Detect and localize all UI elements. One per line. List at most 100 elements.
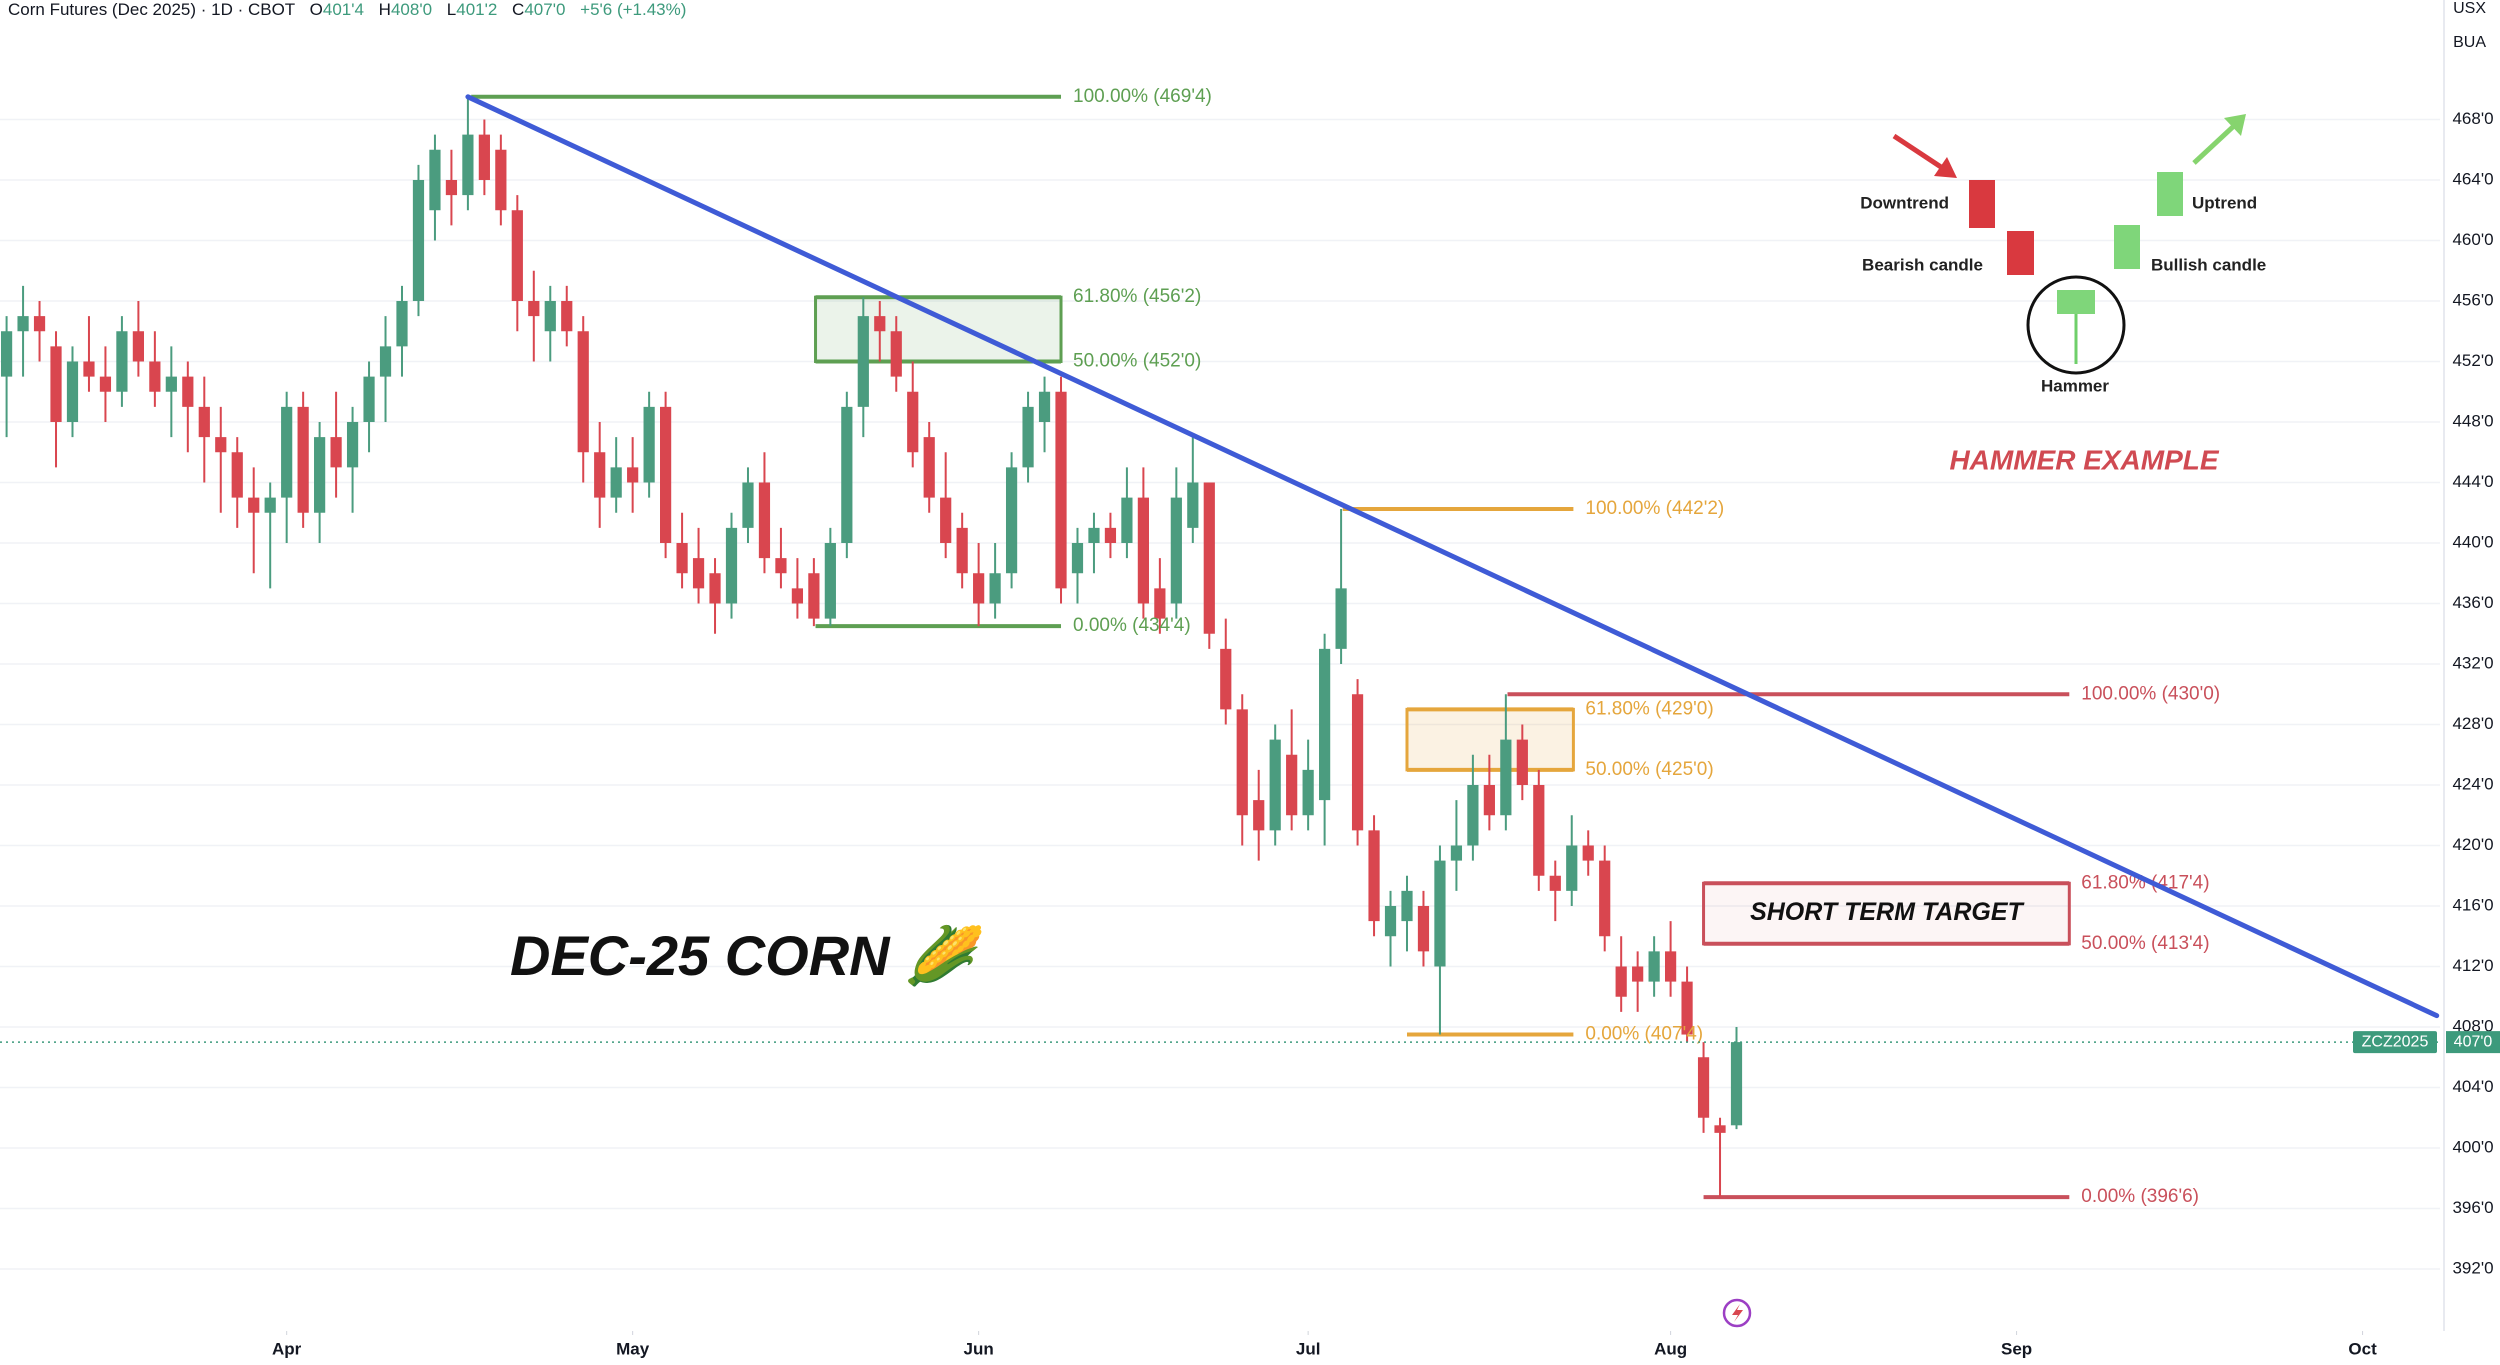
candle-body <box>330 437 342 468</box>
candle-body <box>1450 845 1463 861</box>
candle-body <box>725 527 738 604</box>
fib-label: 0.00% (434'4) <box>1073 615 1191 636</box>
candle-body <box>1137 497 1149 604</box>
y-tick-label: 432'0 <box>2452 653 2493 672</box>
candle-body <box>50 346 62 422</box>
y-tick-label: 448'0 <box>2452 411 2493 430</box>
ohlc-key: L <box>446 0 457 19</box>
hammer-circle <box>2026 275 2126 375</box>
alert-icon <box>1722 1298 1752 1328</box>
candle-body <box>1038 391 1051 422</box>
candle-body <box>973 573 985 604</box>
candle-body <box>66 361 79 422</box>
x-tick-label: Sep <box>2001 1339 2032 1358</box>
candle-body <box>1384 905 1397 937</box>
candle-body <box>544 300 556 332</box>
diagram-label: Uptrend <box>2192 193 2257 212</box>
candle-body <box>1516 739 1528 785</box>
candle-body <box>1417 905 1430 952</box>
candle-body <box>83 361 95 377</box>
candle-body <box>841 406 853 543</box>
candle-body <box>314 437 326 513</box>
y-tick-label: 428'0 <box>2452 714 2493 733</box>
arrow <box>1892 133 1946 172</box>
candle-body <box>0 331 13 377</box>
ohlc-key: O <box>309 0 323 19</box>
candle-body <box>643 406 655 483</box>
candle-body <box>182 376 194 407</box>
y-tick-label: 468'0 <box>2452 109 2493 128</box>
candle-body <box>1351 694 1364 831</box>
candle-body <box>132 331 144 362</box>
candle-body <box>231 452 243 498</box>
candle-body <box>1730 1042 1743 1126</box>
candle-body <box>1121 497 1133 543</box>
candle-body <box>1697 1057 1710 1118</box>
y-tick-label: 444'0 <box>2452 472 2493 491</box>
diagram-label: Bullish candle <box>2151 255 2266 274</box>
candle-body <box>1483 784 1495 816</box>
candle-body <box>1170 497 1182 604</box>
candle-body <box>528 300 540 317</box>
arrow-head <box>2224 114 2246 136</box>
grid-layer <box>0 118 2440 1335</box>
candle-body <box>379 346 392 377</box>
candle-body <box>742 482 754 528</box>
candle-body <box>791 588 804 604</box>
candle-body <box>676 542 688 574</box>
candle-body <box>692 558 705 589</box>
candle-body <box>1681 981 1693 1035</box>
candle-body <box>1549 875 1561 891</box>
candle-body <box>198 406 210 438</box>
fib-label: 0.00% (396'6) <box>2081 1186 2199 1207</box>
candle-body <box>99 376 112 392</box>
candle-body <box>709 573 721 604</box>
y-tick-label: 404'0 <box>2452 1077 2493 1096</box>
candle-body <box>1615 966 1627 997</box>
fib-label: 61.80% (429'0) <box>1585 698 1713 719</box>
x-tick-label: Aug <box>1654 1339 1687 1358</box>
candle-body <box>1582 845 1594 861</box>
fib-label: 100.00% (442'2) <box>1585 498 1724 519</box>
symbol-label: ZCZ2025 <box>2362 1033 2429 1050</box>
candle-body <box>594 452 606 498</box>
candle-body <box>1566 845 1578 891</box>
candle-body <box>1467 784 1479 846</box>
candle-body <box>264 497 276 513</box>
zone-label: SHORT TERM TARGET <box>1750 898 2025 926</box>
y-tick-label: 464'0 <box>2452 169 2493 188</box>
fib-zone <box>1702 881 2071 946</box>
ohlc-value: 401'4 <box>322 0 364 19</box>
diagram-candle <box>1969 180 1995 228</box>
candle-body <box>495 149 507 211</box>
chart-title: DEC-25 CORN 🌽 <box>510 922 985 988</box>
y-tick-label: 440'0 <box>2452 532 2493 551</box>
hammer-example: Downtrend Bearish candle Hammer Bullish … <box>1860 114 2266 475</box>
candle-body <box>1022 406 1034 468</box>
candle-body <box>1319 648 1331 801</box>
candle-body <box>1533 784 1545 876</box>
candle-body <box>1088 527 1100 543</box>
candle-body <box>577 331 589 453</box>
candle-body <box>396 300 408 347</box>
arrow-head <box>1934 157 1957 178</box>
candle-body <box>116 331 128 392</box>
candle-body <box>1220 648 1232 710</box>
fib-label: 50.00% (413'4) <box>2081 933 2209 954</box>
x-tick-label: Oct <box>2348 1339 2377 1358</box>
candle-body <box>1599 860 1611 937</box>
candle-body <box>1500 739 1512 816</box>
ohlc-value: 401'2 <box>456 0 498 19</box>
candle-body <box>1648 951 1660 982</box>
arrow <box>2192 122 2238 165</box>
candle-body <box>429 149 441 211</box>
candle-body <box>281 406 293 498</box>
diagram-label: Downtrend <box>1860 193 1949 212</box>
y-tick-label: 412'0 <box>2452 956 2493 975</box>
diagram-label: Bearish candle <box>1862 255 1983 274</box>
symbol-title: Corn Futures (Dec 2025) · 1D · CBOT <box>8 0 295 19</box>
y-tick-label: 416'0 <box>2452 895 2493 914</box>
symbol-badge <box>2353 1031 2437 1054</box>
